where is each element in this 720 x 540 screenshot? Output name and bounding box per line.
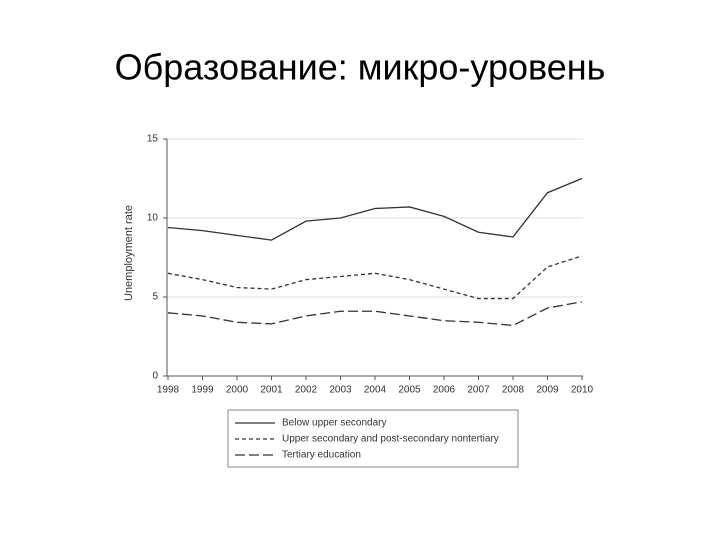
- x-tick-label: 2007: [467, 385, 490, 396]
- y-axis-label: Unemployment rate: [123, 205, 135, 301]
- x-tick-label: 1999: [191, 385, 214, 396]
- series-line: [167, 301, 583, 327]
- x-tick-label: 2003: [329, 385, 352, 396]
- x-tick-label: 2008: [502, 385, 525, 396]
- x-tick-label: 2005: [398, 385, 421, 396]
- y-tick-label: 15: [147, 134, 159, 145]
- slide-title: Образование: микро-уровень: [115, 47, 606, 88]
- x-tick-label: 2004: [364, 385, 387, 396]
- x-tick-label: 2006: [433, 385, 456, 396]
- x-tick-label: 2000: [226, 385, 249, 396]
- x-tick-label: 1998: [157, 385, 180, 396]
- x-tick-label: 2009: [536, 385, 559, 396]
- legend-label: Below upper secondary: [282, 418, 387, 429]
- x-tick-label: 2010: [571, 385, 594, 396]
- y-tick-label: 5: [152, 292, 158, 303]
- x-tick-label: 2002: [295, 385, 318, 396]
- legend-box: [227, 409, 519, 468]
- legend-label: Tertiary education: [282, 450, 361, 461]
- y-tick-label: 0: [152, 371, 158, 382]
- series-line: [167, 177, 583, 241]
- series-line: [167, 255, 583, 300]
- x-tick-label: 2001: [260, 385, 283, 396]
- legend-label: Upper secondary and post-secondary nonte…: [282, 434, 499, 445]
- y-tick-label: 10: [147, 213, 159, 224]
